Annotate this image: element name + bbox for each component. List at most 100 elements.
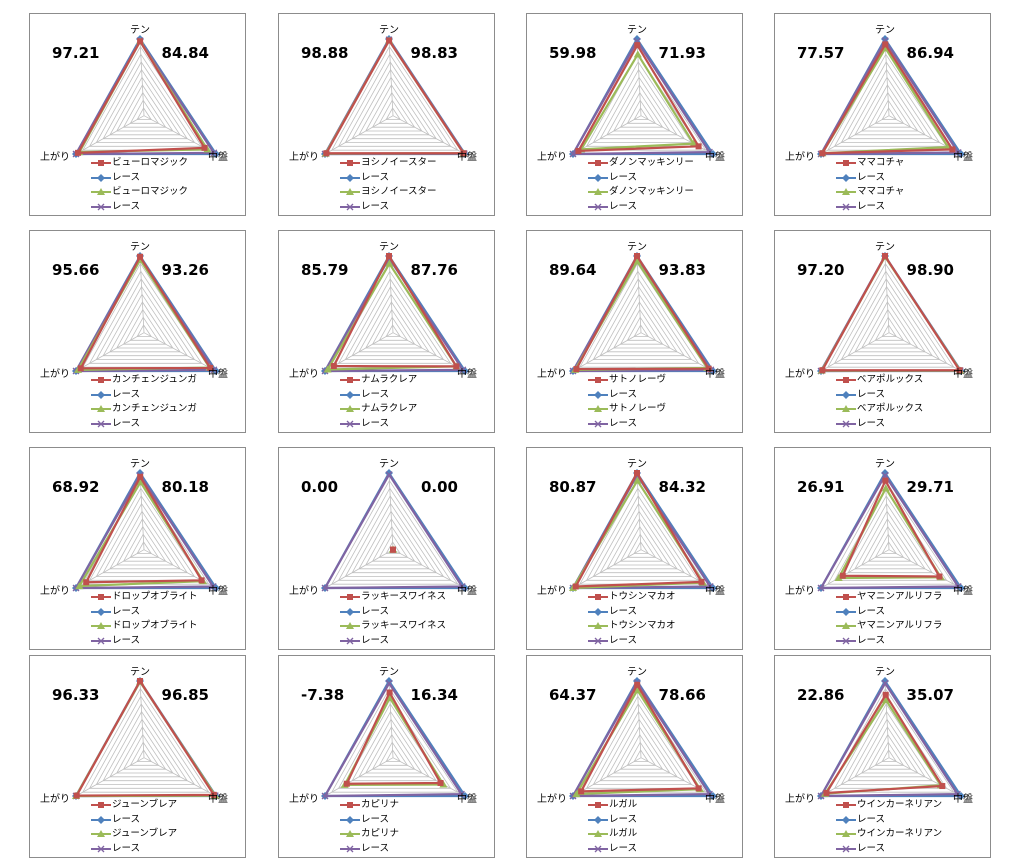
legend-marker (843, 594, 849, 600)
legend-label: カピリナ (361, 799, 400, 810)
grid-ring (626, 99, 657, 124)
grid-ring (867, 91, 912, 128)
data-point (457, 790, 465, 798)
grid-ring (606, 76, 678, 136)
legend-marker (842, 173, 850, 182)
right-score: 87.76 (410, 261, 458, 279)
radar-chart-panel: テン 中盤 上がり 68.92 80.18 ドロップオブライト レース ドロップオブライト レー… (29, 447, 246, 650)
legend: ドロップオブライト レース ドロップオブライト レース (90, 590, 198, 648)
radar-chart-panel: テン 中盤 上がり 97.21 84.84 ビューロマジック レース ビューロマジック レース (29, 13, 246, 216)
data-point (385, 679, 393, 687)
grid-spoke (392, 115, 466, 155)
legend-entry: レース (90, 417, 197, 432)
right-score: 93.26 (161, 261, 209, 279)
legend-swatch (588, 845, 608, 852)
legend-label: レース (857, 813, 886, 825)
right-score: 0.00 (420, 478, 458, 496)
left-score: 77.57 (797, 44, 845, 62)
legend-swatch (588, 815, 608, 824)
legend-label: ルガル (609, 828, 638, 839)
grid-ring (378, 99, 409, 124)
grid-ring (827, 262, 955, 368)
data-point (137, 678, 143, 684)
legend-marker (594, 188, 602, 195)
legend-label: ダノンマッキンリー (609, 157, 694, 168)
right-score: 35.07 (906, 686, 954, 704)
radar-chart-panel: テン 中盤 上がり 64.37 78.66 ルガル レース ルガル レース (526, 655, 743, 858)
legend-entry: レース (339, 388, 417, 403)
legend-swatch (340, 203, 360, 210)
legend-swatch (91, 622, 111, 629)
axis-label-ten: テン (130, 459, 150, 470)
grid-ring (874, 741, 905, 766)
data-point (882, 696, 890, 704)
data-point (834, 574, 843, 582)
grid-ring (116, 518, 174, 566)
legend-swatch (836, 594, 856, 600)
data-point (709, 150, 717, 158)
legend-entry: ドロップオブライト (90, 619, 198, 634)
legend-label: レース (609, 634, 638, 646)
grid-spoke (888, 757, 962, 797)
series-line (819, 474, 960, 590)
data-point (343, 780, 350, 787)
legend-swatch (836, 420, 856, 427)
legend-marker (346, 815, 354, 824)
legend-marker (97, 845, 105, 852)
legend-entry: レース (339, 605, 446, 620)
data-point (698, 578, 705, 585)
legend-swatch (91, 390, 111, 399)
grid-ring (861, 518, 919, 566)
data-point (75, 149, 82, 156)
grid-ring (337, 487, 452, 581)
series-line (821, 254, 961, 372)
grid-ring (874, 316, 905, 341)
grid-ring (95, 703, 196, 785)
legend-marker (594, 622, 602, 629)
data-point (386, 253, 392, 259)
legend-entry: ウインカーネリアン (835, 827, 942, 842)
data-point (881, 469, 889, 477)
legend-label: ナムラクレア (361, 403, 418, 414)
legend-marker (842, 622, 850, 629)
legend-swatch (836, 622, 856, 629)
legend-entry: レース (587, 842, 637, 857)
radar-chart-panel: テン 中盤 上がり 22.86 35.07 ウインカーネリアン レース ウインカーネリアン レー… (774, 655, 991, 858)
grid-ring (129, 99, 160, 124)
legend-marker (842, 390, 850, 399)
legend-marker (346, 420, 354, 427)
radar-chart-panel: テン 中盤 上がり 80.87 84.32 トウシンマカオ レース トウシンマカオ レース (526, 447, 743, 650)
legend-label: レース (857, 417, 886, 429)
data-point (633, 686, 642, 694)
grid-ring (585, 487, 700, 581)
axis-label-agari: 上がり (289, 152, 319, 163)
legend: トウシンマカオ レース トウシンマカオ レース (587, 590, 676, 648)
series-line (332, 254, 458, 368)
grid-ring (122, 308, 167, 345)
legend-swatch (91, 637, 111, 644)
legend-label: ウインカーネリアン (857, 828, 943, 839)
legend-marker (843, 802, 849, 808)
data-point (385, 693, 394, 701)
legend-entry: サトノレーヴ (587, 373, 666, 388)
legend-swatch (836, 802, 856, 808)
legend-entry: レース (339, 417, 417, 432)
legend-entry: カピリナ (339, 827, 399, 842)
axis-label-ten: テン (130, 242, 150, 253)
data-point (385, 469, 393, 477)
legend-label: カンチェンジュンガ (112, 403, 197, 414)
grid-ring (102, 710, 188, 782)
grid-ring (358, 76, 430, 136)
data-point (75, 582, 84, 590)
legend-label: レース (857, 605, 886, 617)
data-point (385, 471, 393, 478)
grid-spoke (139, 472, 145, 550)
legend-label: レース (857, 842, 886, 854)
legend-swatch (91, 607, 111, 616)
legend-entry: レース (90, 842, 177, 857)
legend-entry: ラッキースワイネス (339, 619, 446, 634)
legend-entry: レース (339, 842, 399, 857)
legend-label: ラッキースワイネス (361, 591, 447, 602)
grid-ring (358, 293, 430, 353)
grid-ring (874, 99, 905, 124)
